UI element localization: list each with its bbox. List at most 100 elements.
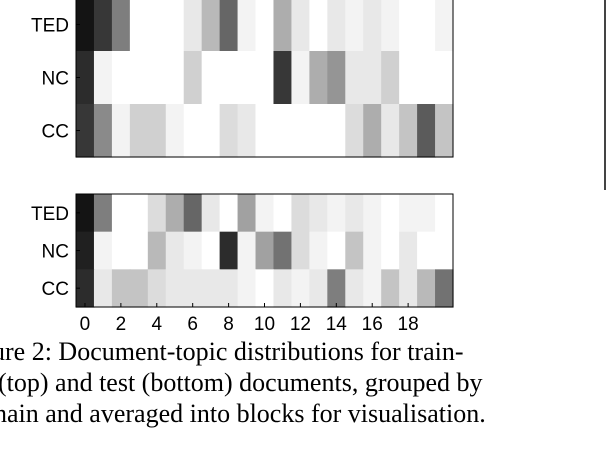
row-label: CC xyxy=(42,279,69,300)
heatmap-cell xyxy=(255,0,275,52)
heatmap-cell xyxy=(309,104,328,158)
heatmap-cell xyxy=(111,231,131,270)
heatmap-cell xyxy=(345,194,364,233)
caption-line-2: (top) and test (bottom) documents, group… xyxy=(0,368,483,397)
row-label: TED xyxy=(31,204,69,225)
heatmap-cell xyxy=(219,194,239,233)
heatmap-cell xyxy=(165,104,185,158)
heatmap-cell xyxy=(363,269,382,308)
heatmap-cell xyxy=(327,194,346,233)
heatmap-cell xyxy=(255,269,275,308)
x-tick-label: 16 xyxy=(362,314,383,335)
heatmap-cell xyxy=(111,51,131,105)
heatmap-cell xyxy=(345,104,364,158)
heatmap-cell xyxy=(111,194,131,233)
page-edge-line xyxy=(604,0,606,190)
heatmap-cell xyxy=(93,51,113,105)
heatmap-cell xyxy=(381,194,400,233)
heatmap-cell xyxy=(417,231,436,270)
heatmap-cell xyxy=(291,269,310,308)
heatmap-cell xyxy=(273,231,293,270)
heatmap-cell xyxy=(327,0,346,52)
heatmap-cell xyxy=(183,231,203,270)
heatmap-cell xyxy=(255,194,275,233)
heatmap-cell xyxy=(381,104,400,158)
heatmap-cell xyxy=(165,51,185,105)
heatmap-cell xyxy=(381,231,400,270)
x-tick-label: 18 xyxy=(398,314,419,335)
heatmap-cell xyxy=(76,231,95,270)
heatmap-cell xyxy=(309,51,328,105)
heatmap-cell xyxy=(345,269,364,308)
heatmap-cell xyxy=(255,104,275,158)
caption-line-1: ure 2: Document-topic distributions for … xyxy=(0,337,464,366)
heatmap-cell xyxy=(309,231,328,270)
x-tick-label: 4 xyxy=(151,314,162,335)
heatmap-cell xyxy=(273,0,293,52)
heatmap-cell xyxy=(327,231,346,270)
heatmap-cell xyxy=(219,269,239,308)
heatmap-cell xyxy=(165,194,185,233)
heatmap-cell xyxy=(381,269,400,308)
caption-line-3: nain and averaged into blocks for visual… xyxy=(0,399,486,428)
heatmap-cell xyxy=(147,51,167,105)
heatmap-cell xyxy=(327,104,346,158)
heatmap-cell xyxy=(93,269,113,308)
heatmap-cell xyxy=(273,51,293,105)
heatmap-cell xyxy=(76,0,95,52)
heatmap-cell xyxy=(255,51,275,105)
row-label: TED xyxy=(31,16,69,37)
heatmap-cell xyxy=(111,104,131,158)
x-tick-label: 12 xyxy=(290,314,311,335)
heatmap-cell xyxy=(76,51,95,105)
heatmap-cell xyxy=(417,194,436,233)
heatmap-cell xyxy=(129,194,149,233)
heatmap-cell xyxy=(435,231,454,270)
heatmap-cell xyxy=(219,0,239,52)
heatmap-cell xyxy=(291,0,310,52)
x-tick-label: 14 xyxy=(326,314,348,335)
heatmap-cell xyxy=(147,104,167,158)
heatmap-cell xyxy=(93,0,113,52)
heatmap-cell xyxy=(273,104,293,158)
row-label: NC xyxy=(42,242,69,263)
heatmap-cell xyxy=(93,231,113,270)
row-label: CC xyxy=(42,122,69,143)
heatmap-cell xyxy=(147,0,167,52)
heatmap-cell xyxy=(435,51,454,105)
x-tick-label: 8 xyxy=(223,314,234,335)
heatmap-cell xyxy=(435,104,454,158)
heatmap-cell xyxy=(201,104,221,158)
heatmap-cell xyxy=(165,269,185,308)
heatmap-cell xyxy=(147,231,167,270)
heatmap-cell xyxy=(183,0,203,52)
heatmap-cell xyxy=(291,194,310,233)
heatmap-cell xyxy=(399,51,418,105)
heatmap-cell xyxy=(309,194,328,233)
heatmap-cell xyxy=(363,194,382,233)
heatmap-cell xyxy=(165,0,185,52)
heatmap-cell xyxy=(147,194,167,233)
heatmap-cell xyxy=(381,0,400,52)
heatmap-cell xyxy=(93,194,113,233)
heatmap-cell xyxy=(417,269,436,308)
heatmap-cell xyxy=(237,194,257,233)
heatmap-cell xyxy=(219,104,239,158)
heatmap-cell xyxy=(201,0,221,52)
heatmap-cell xyxy=(399,0,418,52)
heatmap-cell xyxy=(435,269,454,308)
row-label: NC xyxy=(42,69,69,90)
heatmap-cell xyxy=(183,194,203,233)
heatmap-cell xyxy=(417,104,436,158)
heatmap-cell xyxy=(363,51,382,105)
heatmap-cell xyxy=(435,0,454,52)
heatmap-cell xyxy=(345,0,364,52)
heatmap-cell xyxy=(111,269,131,308)
x-tick-label: 10 xyxy=(254,314,275,335)
heatmap-cell xyxy=(237,231,257,270)
heatmap-cell xyxy=(417,51,436,105)
heatmap-cell xyxy=(165,231,185,270)
heatmap-cell xyxy=(183,51,203,105)
heatmap-cell xyxy=(237,0,257,52)
